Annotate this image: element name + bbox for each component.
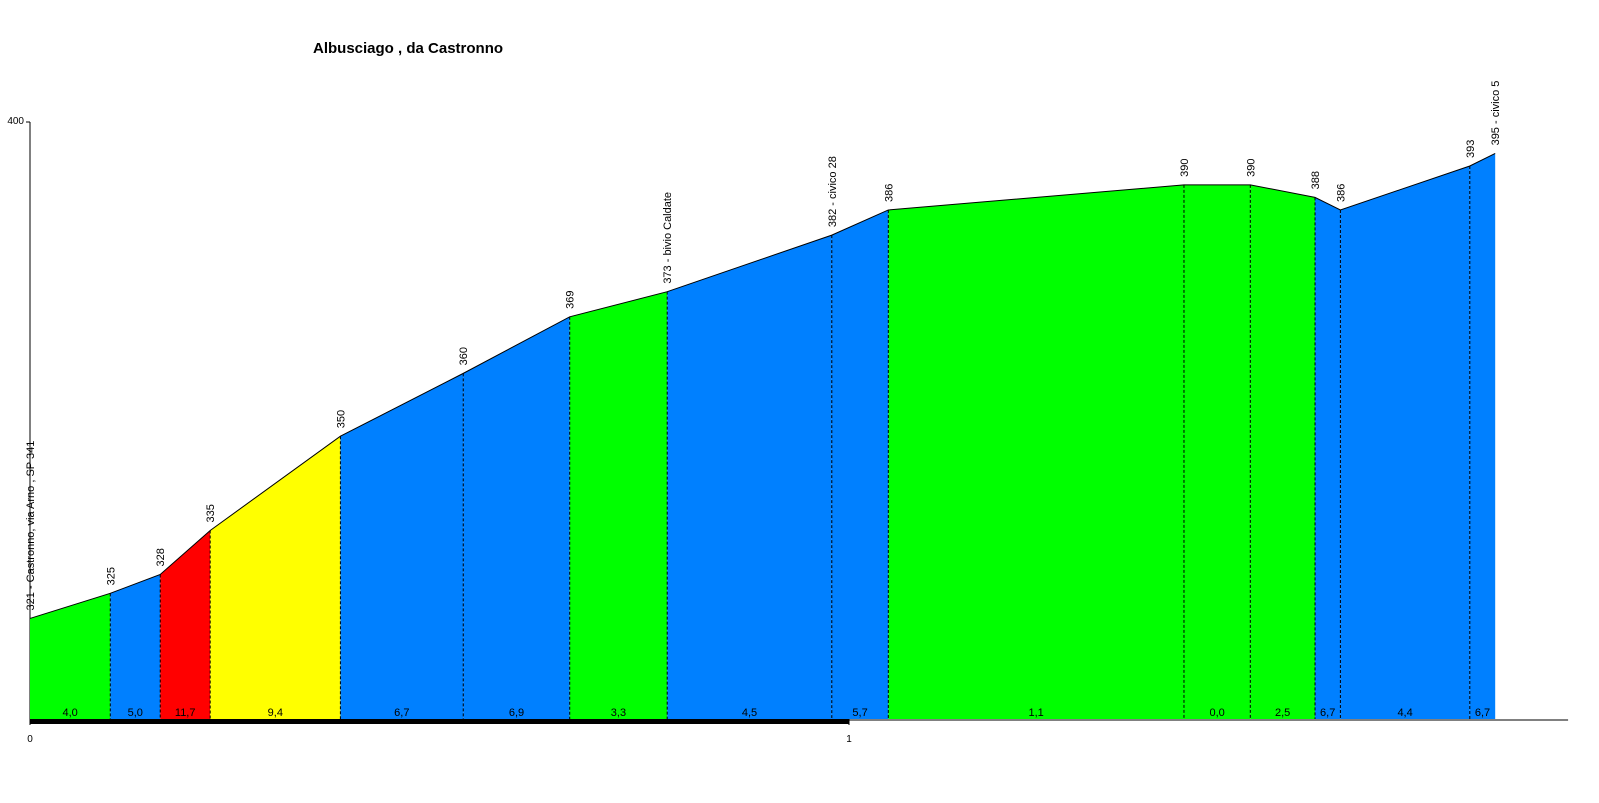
point-label: 373 - bivio Caldate xyxy=(662,192,674,284)
segment xyxy=(569,291,668,719)
gradient-label: 4,0 xyxy=(62,707,77,719)
point-label: 390 xyxy=(1179,158,1191,176)
point-label: 321 - Castronno, via Arno , SP 341 xyxy=(25,441,37,611)
point-label: 360 xyxy=(458,347,470,365)
km-bar xyxy=(30,719,849,724)
point-label: 386 xyxy=(883,184,895,202)
gradient-label: 5,7 xyxy=(852,707,867,719)
point-label: 369 xyxy=(565,290,577,308)
segment xyxy=(463,316,570,719)
segment xyxy=(210,436,341,719)
gradient-label: 6,7 xyxy=(1320,707,1335,719)
gradient-label: 2,5 xyxy=(1275,707,1290,719)
gradient-label: 3,3 xyxy=(611,707,626,719)
gradient-label: 4,5 xyxy=(742,707,757,719)
point-label: 395 - civico 5 xyxy=(1490,81,1502,146)
segment xyxy=(667,235,832,719)
segment xyxy=(160,530,211,719)
segment xyxy=(888,184,1184,719)
segment xyxy=(1469,153,1496,720)
profile-line xyxy=(29,152,1496,619)
gradient-label: 1,1 xyxy=(1028,707,1043,719)
gradient-label: 4,4 xyxy=(1397,707,1412,719)
segment xyxy=(110,574,161,719)
segment xyxy=(1183,184,1251,719)
segment xyxy=(1340,165,1470,719)
gradient-label: 11,7 xyxy=(175,707,196,719)
point-label: 390 xyxy=(1245,158,1257,176)
segment xyxy=(30,593,111,719)
point-label: 388 xyxy=(1310,171,1322,189)
segment xyxy=(1250,184,1316,719)
gradient-label: 9,4 xyxy=(268,707,283,719)
segment xyxy=(831,209,889,719)
y-tick-label: 400 xyxy=(7,116,24,127)
gradient-label: 0,0 xyxy=(1209,707,1224,719)
point-label: 382 - civico 28 xyxy=(827,156,839,227)
segment xyxy=(1315,197,1341,719)
gradient-label: 6,7 xyxy=(1475,707,1490,719)
gradient-label: 6,7 xyxy=(394,707,409,719)
x-tick-label: 0 xyxy=(27,734,33,745)
segment xyxy=(340,373,464,719)
x-tick-label: 1 xyxy=(846,734,852,745)
gradient-label: 6,9 xyxy=(509,707,524,719)
point-label: 325 xyxy=(105,567,117,585)
chart-title: Albusciago , da Castronno xyxy=(313,40,503,57)
point-label: 393 xyxy=(1465,140,1477,158)
gradient-label: 5,0 xyxy=(128,707,143,719)
point-label: 350 xyxy=(335,410,347,428)
point-label: 335 xyxy=(205,504,217,522)
point-label: 386 xyxy=(1335,184,1347,202)
point-label: 328 xyxy=(155,548,167,566)
